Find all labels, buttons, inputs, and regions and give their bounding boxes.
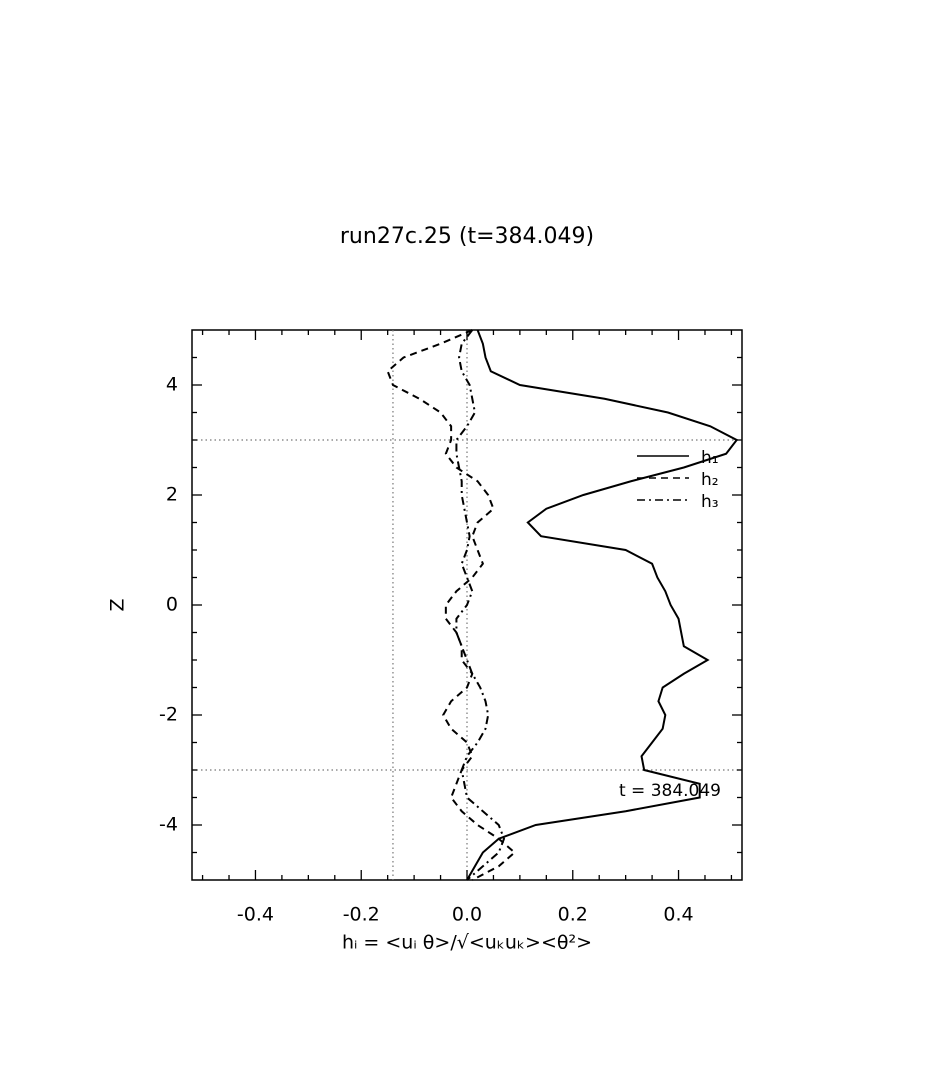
- x-tick-label: -0.4: [237, 904, 274, 926]
- series-line: [386, 329, 517, 881]
- y-axis-label: Z: [107, 598, 129, 611]
- x-tick-label: -0.2: [343, 904, 380, 926]
- legend-label: h₁: [701, 448, 719, 468]
- y-tick-label: -2: [159, 704, 178, 726]
- y-tick-label: 0: [166, 594, 178, 616]
- chart-title: run27c.25 (t=384.049): [340, 224, 594, 249]
- y-tick-label: 4: [166, 374, 178, 396]
- x-tick-label: 0.4: [663, 904, 693, 926]
- x-axis-label: hᵢ = <uᵢ θ>/√<uₖuₖ><θ²>: [342, 932, 592, 954]
- series-line: [466, 329, 739, 881]
- legend-label: h₃: [701, 492, 719, 512]
- y-tick-label: 2: [166, 484, 178, 506]
- y-tick-label: -4: [159, 814, 178, 836]
- x-tick-label: 0.0: [452, 904, 482, 926]
- legend-label: h₂: [701, 470, 719, 490]
- x-tick-label: 0.2: [558, 904, 588, 926]
- series-line: [455, 329, 506, 881]
- annotation: t = 384.049: [619, 781, 721, 801]
